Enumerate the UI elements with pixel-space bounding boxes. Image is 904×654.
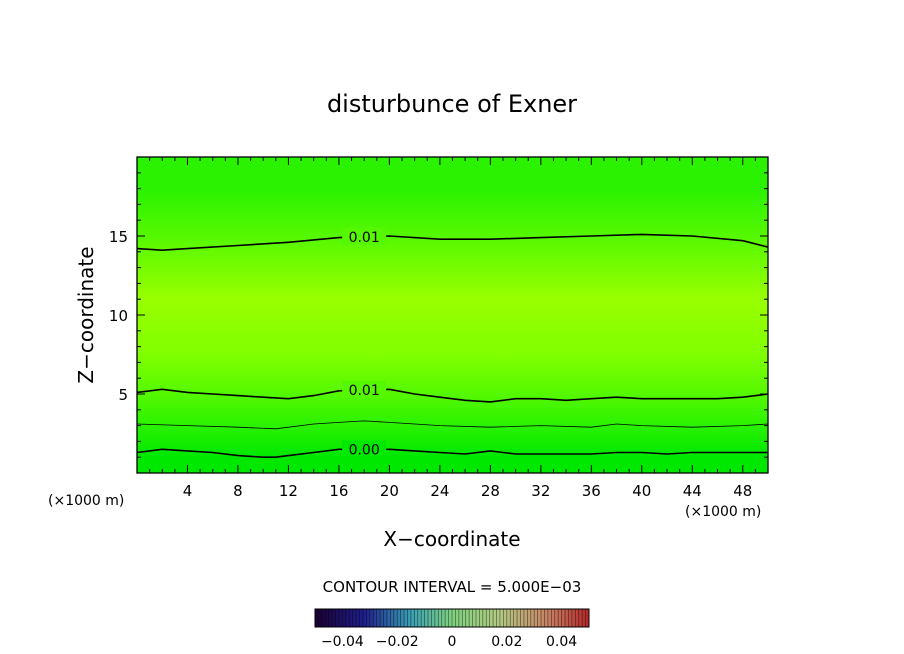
y-tick-label: 15 [109,228,128,246]
contour-line-0 [137,448,768,458]
colorbar-tick-label: −0.04 [321,634,364,650]
x-tick-label: 16 [329,482,348,500]
contour-label-3: 0.01 [349,230,380,246]
y-tick-label: 10 [109,307,128,325]
x-tick-label: 44 [683,482,702,500]
x-tick-label: 40 [632,482,651,500]
contour-label-2: 0.01 [349,383,380,399]
x-tick-label: 4 [183,482,193,500]
x-tick-label: 8 [233,482,243,500]
heatmap-field [137,157,768,473]
contour-label-bg-0 [342,440,387,458]
contour-line-1 [137,420,768,430]
contour-labels: 0.00 0.01 0.01 [342,227,387,458]
contour-label-bg-3 [342,227,387,245]
contour-line-2 [137,388,768,403]
y-axis-ticks: 5 10 15 [109,172,768,458]
x-tick-label: 32 [531,482,550,500]
x-axis-label: X−coordinate [383,527,520,551]
x-unit-right: (×1000 m) [685,504,761,520]
colorbar-tick-labels: −0.04 −0.02 0 0.02 0.04 [321,634,577,650]
chart-title: disturbunce of Exner [327,90,577,118]
x-tick-label: 24 [430,482,449,500]
contour-label-bg-2 [342,381,387,399]
contour-lines [137,233,768,458]
x-tick-label: 20 [380,482,399,500]
y-tick-label: 5 [118,386,128,404]
colorbar-tick-label: −0.02 [376,634,419,650]
colorbar-tick-label: 0.02 [491,634,522,650]
x-unit-left: (×1000 m) [48,493,124,509]
contour-interval-note: CONTOUR INTERVAL = 5.000E−03 [323,578,582,596]
x-axis-ticks: 4 8 12 16 20 24 28 32 36 40 44 48 [149,157,756,500]
contour-label-0: 0.00 [349,442,380,458]
colorbar-tick-label: 0 [448,634,457,650]
colorbar-tick-label: 0.04 [546,634,577,650]
x-tick-label: 12 [279,482,298,500]
x-tick-label: 28 [481,482,500,500]
colorbar-stripes [318,609,586,627]
contour-line-3 [137,233,768,252]
x-tick-label: 36 [582,482,601,500]
x-tick-label: 48 [733,482,752,500]
y-axis-label: Z−coordinate [74,246,98,383]
